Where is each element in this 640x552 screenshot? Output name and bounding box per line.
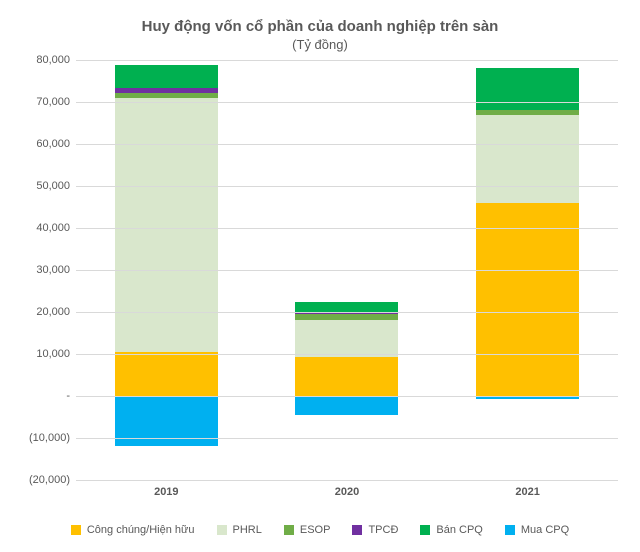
plot	[76, 60, 618, 480]
bar-segment-tpcd	[115, 88, 218, 93]
bar-segment-phrl	[295, 320, 398, 358]
legend-swatch	[71, 525, 81, 535]
legend-label: Công chúng/Hiện hữu	[87, 524, 195, 536]
y-axis: (20,000)(10,000)-10,00020,00030,00040,00…	[22, 60, 76, 480]
chart-title-block: Huy động vốn cổ phần của doanh nghiệp tr…	[22, 18, 618, 52]
gridline	[76, 144, 618, 145]
chart-subtitle: (Tỷ đồng)	[22, 37, 618, 52]
legend-item-mua_cpq: Mua CPQ	[505, 524, 569, 536]
y-tick-label: 80,000	[36, 54, 70, 66]
bar-segment-esop	[476, 110, 579, 115]
y-tick-label: (20,000)	[29, 474, 70, 486]
legend: Công chúng/Hiện hữu PHRL ESOP TPCĐ Bán CPQ Mu…	[22, 524, 618, 536]
legend-label: Mua CPQ	[521, 524, 569, 536]
legend-swatch	[505, 525, 515, 535]
bar-segment-phrl	[476, 115, 579, 203]
gridline	[76, 102, 618, 103]
legend-item-esop: ESOP	[284, 524, 331, 536]
legend-swatch	[284, 525, 294, 535]
legend-swatch	[352, 525, 362, 535]
gridline	[76, 186, 618, 187]
y-tick-label: 30,000	[36, 264, 70, 276]
bar-segment-mua_cpq	[295, 396, 398, 415]
gridline	[76, 270, 618, 271]
legend-item-cong_chung: Công chúng/Hiện hữu	[71, 524, 195, 536]
legend-item-ban_cpq: Bán CPQ	[420, 524, 482, 536]
gridline	[76, 354, 618, 355]
legend-label: Bán CPQ	[436, 524, 482, 536]
bar-segment-cong_chung	[115, 352, 218, 396]
gridline	[76, 480, 618, 481]
legend-swatch	[420, 525, 430, 535]
bar-segment-cong_chung	[476, 203, 579, 396]
bar-segment-cong_chung	[295, 357, 398, 396]
bar-segment-ban_cpq	[115, 65, 218, 87]
y-tick-label: 70,000	[36, 96, 70, 108]
legend-swatch	[217, 525, 227, 535]
legend-label: PHRL	[233, 524, 262, 536]
bar-segment-phrl	[115, 98, 218, 352]
gridline	[76, 438, 618, 439]
gridline	[76, 312, 618, 313]
gridline	[76, 396, 618, 397]
y-tick-label: (10,000)	[29, 432, 70, 444]
x-tick-label: 2019	[154, 486, 178, 498]
legend-item-tpcd: TPCĐ	[352, 524, 398, 536]
gridline	[76, 228, 618, 229]
legend-label: TPCĐ	[368, 524, 398, 536]
chart-title: Huy động vốn cổ phần của doanh nghiệp tr…	[22, 18, 618, 35]
legend-label: ESOP	[300, 524, 331, 536]
y-tick-label: 20,000	[36, 306, 70, 318]
x-axis: 2019 2020 2021	[76, 486, 618, 502]
bar-segment-ban_cpq	[476, 68, 579, 110]
y-tick-label: -	[66, 390, 70, 402]
x-tick-label: 2021	[515, 486, 539, 498]
y-tick-label: 10,000	[36, 348, 70, 360]
y-tick-label: 60,000	[36, 138, 70, 150]
gridline	[76, 60, 618, 61]
legend-item-phrl: PHRL	[217, 524, 262, 536]
bar-segment-esop	[295, 314, 398, 319]
bar-segment-esop	[115, 93, 218, 98]
y-tick-label: 50,000	[36, 180, 70, 192]
chart-container: Huy động vốn cổ phần của doanh nghiệp tr…	[0, 0, 640, 552]
x-tick-label: 2020	[335, 486, 359, 498]
bar-segment-tpcd	[295, 313, 398, 314]
plot-area: (20,000)(10,000)-10,00020,00030,00040,00…	[22, 60, 618, 480]
y-tick-label: 40,000	[36, 222, 70, 234]
